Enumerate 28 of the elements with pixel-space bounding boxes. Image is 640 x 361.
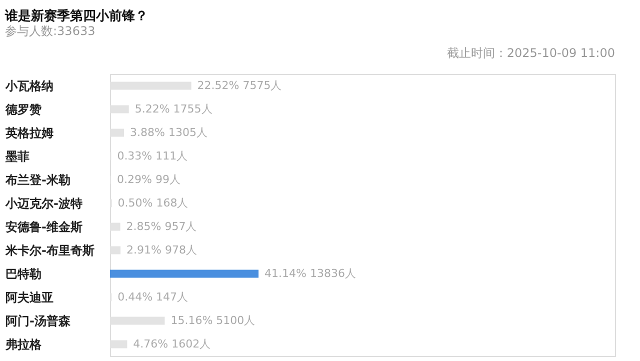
y-tick-label: 米卡尔-布里奇斯 [4, 243, 94, 258]
y-tick-label: 小迈克尔-波特 [4, 196, 82, 210]
data-label: 41.14% 13836人 [264, 266, 356, 280]
data-label: 2.91% 978人 [126, 243, 197, 256]
data-label: 3.88% 1305人 [130, 126, 208, 139]
text: 截止时间：2025-10-09 11:00 [446, 46, 615, 60]
y-tick-label: 阿门-汤普森 [6, 314, 72, 328]
data-label: 0.44% 147人 [118, 290, 188, 304]
y-tick-label: 阿夫迪亚 [6, 290, 54, 304]
y-tick-label: 安德鲁-维金斯 [6, 220, 82, 234]
y-tick-label: 弗拉格 [4, 337, 42, 352]
y-tick-label: 布兰登-米勒 [4, 172, 70, 187]
data-label: 22.52% 7575人 [197, 78, 282, 92]
data-label: 0.33% 111人 [117, 149, 188, 162]
data-label: 2.85% 957人 [126, 220, 197, 233]
data-label: 0.50% 168人 [118, 196, 188, 210]
chart-title: 谁是新赛季第四小前锋？ [4, 8, 148, 24]
y-tick-label: 小瓦格纳 [4, 78, 54, 93]
y-tick-label: 英格拉姆 [4, 126, 54, 140]
y-tick-label: 墨菲 [4, 149, 30, 164]
y-tick-label: 德罗赞 [4, 102, 42, 116]
bar [110, 270, 259, 278]
data-label: 4.76% 1602人 [133, 337, 211, 350]
chart-subtitle: 参与人数:33633 [5, 24, 96, 38]
data-label: 5.22% 1755人 [134, 102, 212, 116]
data-label: 0.29% 99人 [117, 172, 180, 186]
y-tick-label: 巴特勒 [6, 266, 42, 281]
data-label: 15.16% 5100人 [170, 314, 256, 327]
